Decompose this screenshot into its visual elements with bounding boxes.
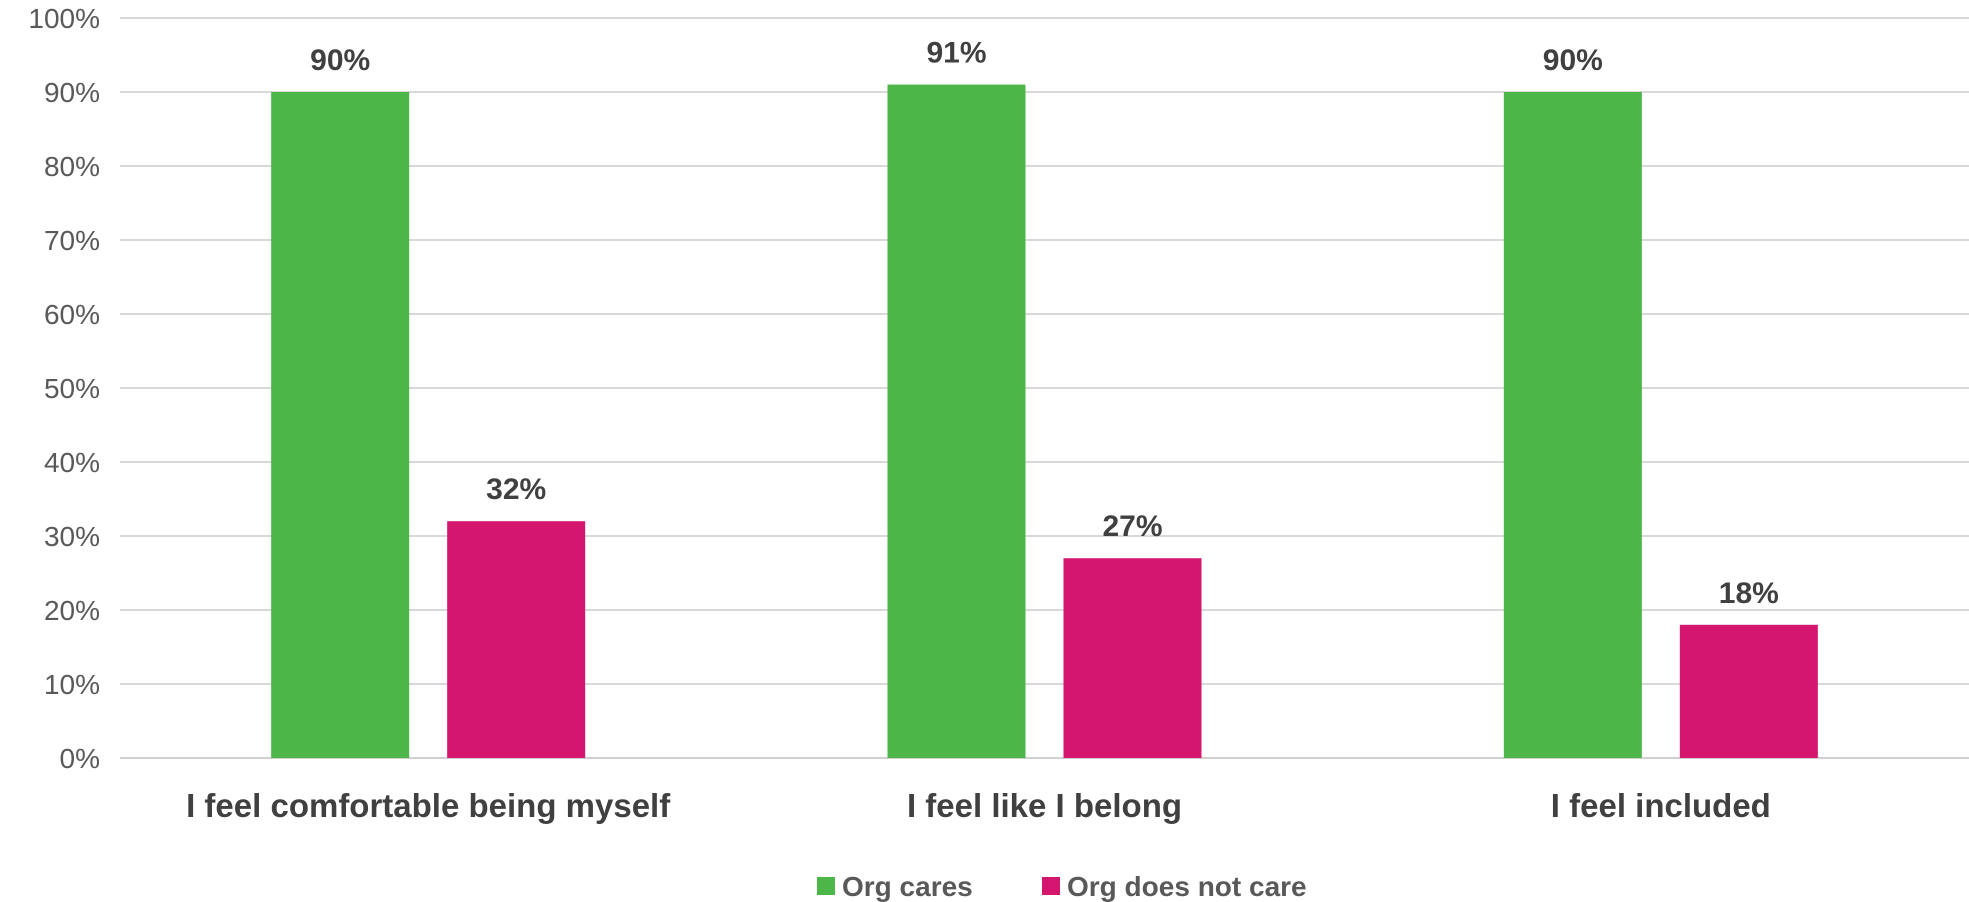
data-label: 27% [1102,510,1162,543]
data-labels: 90% 32% 91% 27% 90% 18% [310,37,1779,610]
y-tick-label: 50% [44,373,100,404]
y-tick-label: 60% [44,299,100,330]
category-label: I feel comfortable being myself [186,787,671,824]
data-label: 90% [310,44,370,77]
y-tick-label: 90% [44,77,100,108]
bar-org-does-not-care [1679,624,1818,758]
y-tick-label: 0% [60,743,100,774]
legend-swatch [1042,877,1060,895]
bar-org-cares [1503,92,1642,758]
data-label: 32% [486,473,546,506]
category-label: I feel like I belong [907,787,1182,824]
data-label: 90% [1543,44,1603,77]
bar-org-does-not-care [447,521,586,758]
y-tick-label: 70% [44,225,100,256]
data-label: 18% [1719,577,1779,610]
bars [271,84,1818,759]
y-tick-label: 40% [44,447,100,478]
legend-label: Org cares [842,871,973,902]
bar-org-does-not-care [1063,558,1202,758]
y-tick-label: 20% [44,595,100,626]
bar-org-cares [271,92,410,758]
y-tick-label: 30% [44,521,100,552]
category-label: I feel included [1551,787,1771,824]
y-tick-label: 10% [44,669,100,700]
data-label: 91% [926,37,986,70]
y-axis-tick-labels: 0% 10% 20% 30% 40% 50% 60% 70% 80% 90% 100% [28,3,100,774]
y-tick-label: 80% [44,151,100,182]
legend-label: Org does not care [1067,871,1307,902]
bar-org-cares [887,84,1026,759]
legend: Org cares Org does not care [817,871,1307,902]
legend-swatch [817,877,835,895]
y-tick-label: 100% [28,3,100,34]
gridlines [120,17,1969,759]
category-labels: I feel comfortable being myself I feel li… [186,787,1771,824]
